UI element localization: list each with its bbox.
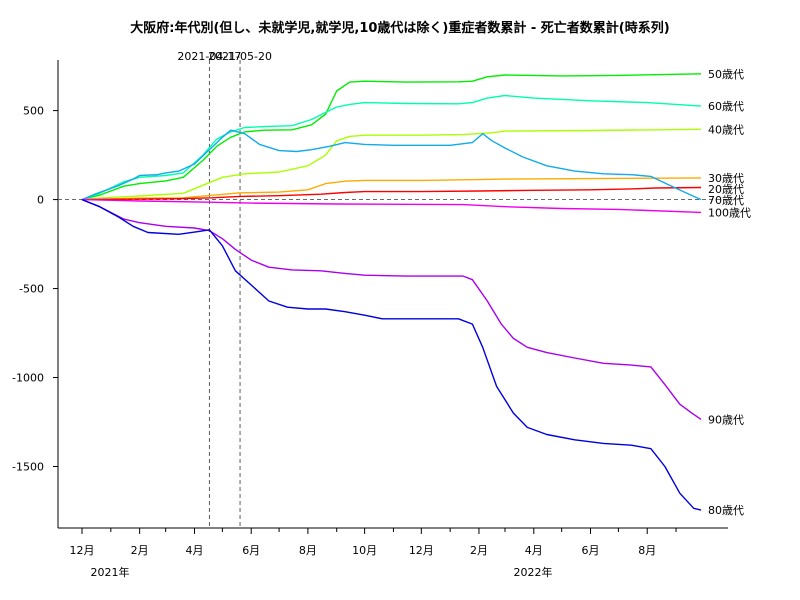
series-end-label: 60歳代 xyxy=(708,100,744,113)
series-end-label: 50歳代 xyxy=(708,68,744,81)
x-tick-label: 10月 xyxy=(352,544,377,557)
year-label: 2021年 xyxy=(91,565,130,579)
x-tick-label: 6月 xyxy=(582,544,600,557)
series-line xyxy=(81,177,702,201)
x-tick-label: 2月 xyxy=(470,544,488,557)
vertical-reference-label: 2021-04-17 xyxy=(177,50,241,63)
y-tick-label: 500 xyxy=(23,105,44,118)
series-line xyxy=(81,198,702,420)
series-line xyxy=(81,94,702,201)
series-line xyxy=(81,198,702,511)
x-tick-label: 4月 xyxy=(525,544,543,557)
series-line xyxy=(81,186,702,201)
y-tick-label: 0 xyxy=(37,194,44,207)
series-end-label: 40歳代 xyxy=(708,123,744,136)
x-tick-label: 4月 xyxy=(185,544,203,557)
series-end-label: 90歳代 xyxy=(708,413,744,426)
y-tick-label: -1500 xyxy=(12,461,44,474)
x-tick-label: 2月 xyxy=(131,544,149,557)
series-end-label: 20歳代 xyxy=(708,183,744,196)
y-tick-label: -500 xyxy=(19,283,44,296)
series-line xyxy=(81,129,702,201)
vertical-reference-label: 2021-05-20 xyxy=(208,50,272,63)
year-label: 2022年 xyxy=(513,565,552,579)
series-end-label: 80歳代 xyxy=(708,504,744,517)
series-line xyxy=(81,73,702,201)
series-end-label: 100歳代 xyxy=(708,206,751,219)
x-tick-label: 8月 xyxy=(638,544,656,557)
x-tick-label: 8月 xyxy=(299,544,317,557)
chart-title: 大阪府:年代別(但し、未就学児,就学児,10歳代は除く)重症者数累計 - 死亡者… xyxy=(130,20,669,36)
series-group xyxy=(81,73,702,511)
axes: 500 0 -500 -1000 -1500 12月 2月 4月 6月 8月 10月 12月 2月 4月 6… xyxy=(12,60,728,579)
series-end-label: 70歳代 xyxy=(708,194,744,207)
series-end-label: 30歳代 xyxy=(708,172,744,185)
y-tick-label: -1000 xyxy=(12,372,44,385)
x-tick-label: 12月 xyxy=(70,544,95,557)
x-tick-label: 6月 xyxy=(242,544,260,557)
series-line xyxy=(81,198,702,214)
series-line xyxy=(81,128,702,201)
x-tick-label: 12月 xyxy=(409,544,434,557)
